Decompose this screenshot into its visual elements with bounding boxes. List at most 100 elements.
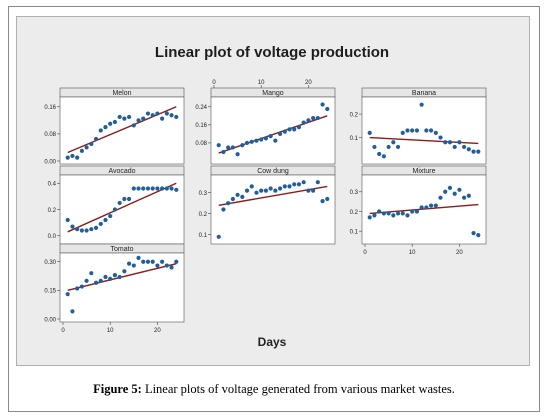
- y-tick-label: 0.16: [44, 105, 56, 111]
- data-point: [277, 186, 283, 191]
- data-point: [169, 265, 174, 270]
- data-point: [273, 188, 278, 193]
- data-point: [466, 193, 471, 198]
- data-point: [419, 205, 424, 210]
- figure-title: Linear plot of voltage production: [154, 44, 390, 61]
- data-point: [103, 125, 108, 130]
- data-point: [155, 186, 160, 191]
- data-point: [320, 199, 325, 204]
- x-tick-label: 0: [61, 328, 65, 334]
- data-point: [112, 272, 118, 278]
- data-point: [141, 186, 146, 191]
- data-point: [471, 149, 476, 154]
- data-point: [381, 154, 386, 159]
- data-point: [386, 211, 391, 216]
- data-point: [372, 144, 377, 150]
- panel-title: Melon: [112, 90, 131, 97]
- data-point: [84, 278, 89, 283]
- data-point: [306, 188, 311, 193]
- data-point: [410, 209, 415, 214]
- data-point: [311, 188, 316, 193]
- data-point: [367, 215, 372, 220]
- data-point: [98, 278, 103, 283]
- data-point: [395, 144, 401, 150]
- x-tick-label: 20: [305, 80, 312, 86]
- data-point: [84, 145, 89, 150]
- y-tick-label: 0.1: [350, 136, 359, 142]
- data-point: [447, 185, 453, 190]
- data-point: [89, 227, 94, 232]
- panel-avocado: Avocado 0.0 0.2 0.4: [48, 165, 185, 245]
- panel-title: Mixture: [413, 168, 436, 175]
- data-point: [235, 152, 240, 157]
- panel-melon: Melon 0.00 0.08 0.16: [44, 87, 185, 165]
- data-point: [240, 194, 245, 199]
- data-point: [315, 180, 320, 185]
- data-point: [452, 144, 457, 150]
- data-point: [306, 118, 311, 123]
- data-point: [136, 118, 141, 123]
- data-point: [89, 271, 94, 276]
- data-point: [254, 138, 259, 143]
- data-point: [452, 191, 457, 196]
- y-tick-label: 0.0: [48, 234, 57, 240]
- y-tick-label: 0.2: [48, 208, 57, 214]
- data-point: [386, 144, 391, 150]
- data-point: [79, 148, 84, 153]
- data-point: [70, 309, 75, 314]
- data-point: [414, 209, 420, 214]
- panel-title: Tomato: [111, 246, 134, 253]
- fit-line: [67, 182, 177, 233]
- y-tick-label: 0.08: [195, 141, 207, 147]
- data-point: [476, 149, 481, 154]
- data-point: [150, 259, 155, 264]
- data-point: [89, 141, 94, 147]
- y-tick-label: 0.08: [44, 132, 56, 138]
- data-point: [174, 259, 179, 264]
- data-point: [405, 128, 410, 133]
- data-point: [471, 231, 476, 236]
- data-point: [65, 217, 70, 223]
- y-tick-label: 0.00: [44, 317, 56, 323]
- data-point: [268, 134, 273, 139]
- data-point: [112, 207, 118, 212]
- data-point: [462, 144, 467, 150]
- data-point: [301, 180, 306, 185]
- data-point: [221, 207, 226, 212]
- data-point: [259, 137, 264, 142]
- data-point: [367, 130, 372, 135]
- data-point: [259, 188, 264, 193]
- data-point: [117, 114, 122, 120]
- data-point: [79, 284, 84, 289]
- panel-cow-dung: Cow dung 0.1 0.2 0.3: [199, 165, 336, 245]
- fit-line: [67, 262, 177, 292]
- x-axis-title: Days: [257, 335, 287, 349]
- data-point: [311, 115, 316, 121]
- x-tick-label: 0: [363, 250, 367, 256]
- y-tick-label: 0.00: [44, 159, 56, 165]
- data-point: [410, 128, 415, 133]
- caption-label: Figure 5:: [93, 382, 142, 396]
- data-point: [160, 259, 165, 264]
- data-point: [155, 263, 160, 268]
- panel-title: Mango: [262, 90, 284, 97]
- data-point: [155, 111, 160, 116]
- plot-area: [361, 96, 487, 165]
- data-point: [126, 196, 132, 202]
- data-point: [282, 184, 287, 189]
- data-point: [65, 155, 70, 160]
- data-point: [268, 186, 273, 191]
- panel-mixture: Mixture 0.1 0.2 0.3 0 10 20: [350, 165, 487, 256]
- data-point: [249, 184, 254, 189]
- data-point: [65, 292, 70, 297]
- panel-mango: Mango 0.08 0.16 0.24 0 10 20: [195, 80, 336, 165]
- data-point: [126, 114, 132, 120]
- data-point: [141, 116, 146, 121]
- data-point: [122, 269, 127, 274]
- data-point: [391, 213, 396, 218]
- data-point: [108, 121, 113, 126]
- y-tick-label: 0.1: [199, 233, 208, 239]
- data-point: [145, 186, 151, 191]
- data-point: [136, 255, 141, 261]
